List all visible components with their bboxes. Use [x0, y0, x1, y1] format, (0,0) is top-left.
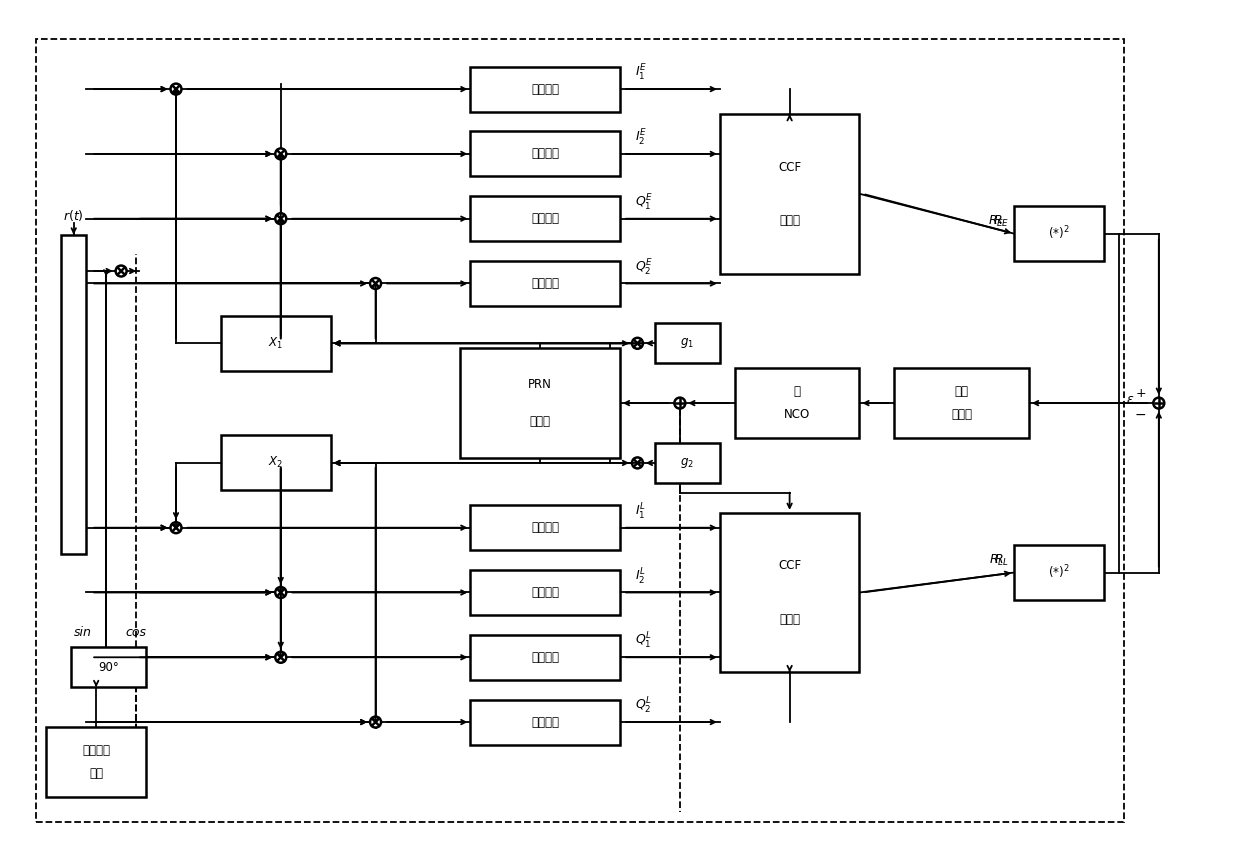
Circle shape [275, 148, 286, 160]
Text: 积分累加: 积分累加 [531, 715, 559, 728]
Circle shape [171, 83, 181, 95]
Text: 积分累加: 积分累加 [531, 82, 559, 95]
Circle shape [370, 278, 381, 289]
Text: cos: cos [125, 627, 146, 640]
Bar [470, 570, 620, 615]
Text: −: − [1135, 408, 1147, 422]
Bar [719, 114, 859, 273]
Bar [221, 316, 331, 371]
Bar [460, 348, 620, 458]
Circle shape [1153, 398, 1164, 409]
Circle shape [171, 523, 181, 533]
Text: $X_1$: $X_1$ [268, 336, 283, 351]
Text: 生成器: 生成器 [779, 613, 800, 626]
Text: $(*)^2$: $(*)^2$ [1048, 225, 1070, 242]
Text: $R_L$: $R_L$ [990, 552, 1004, 568]
Text: $r(t)$: $r(t)$ [63, 207, 84, 223]
Text: $Q_1^L$: $Q_1^L$ [635, 631, 652, 651]
Circle shape [275, 214, 286, 224]
Circle shape [632, 338, 644, 349]
Bar [1014, 545, 1104, 600]
Text: $R_E$: $R_E$ [988, 214, 1004, 228]
Text: 积分累加: 积分累加 [531, 148, 559, 161]
Text: $g_1$: $g_1$ [681, 336, 694, 351]
Bar [894, 368, 1029, 438]
Bar [655, 443, 719, 483]
Text: $I_2^E$: $I_2^E$ [635, 128, 647, 148]
Text: $X_2$: $X_2$ [268, 456, 283, 470]
Text: $Q_2^L$: $Q_2^L$ [635, 696, 652, 716]
Text: 本地载波: 本地载波 [82, 744, 110, 757]
Bar [470, 131, 620, 176]
Circle shape [675, 398, 686, 409]
Circle shape [275, 587, 286, 598]
Circle shape [115, 266, 126, 277]
Bar [221, 436, 331, 490]
Text: $(*)^2$: $(*)^2$ [1048, 563, 1070, 582]
Circle shape [275, 652, 286, 663]
Text: 生成: 生成 [89, 767, 103, 780]
Text: CCF: CCF [777, 161, 801, 174]
Text: $R_E$: $R_E$ [993, 214, 1009, 228]
Bar [470, 261, 620, 306]
Text: 积分累加: 积分累加 [531, 277, 559, 290]
Circle shape [370, 717, 381, 727]
Text: CCF: CCF [777, 559, 801, 572]
Text: PRN: PRN [528, 378, 552, 391]
Bar [46, 727, 146, 797]
Bar [36, 39, 1123, 822]
Bar [470, 505, 620, 550]
Text: 码: 码 [794, 385, 801, 398]
Text: 生成器: 生成器 [529, 415, 551, 428]
Circle shape [632, 457, 644, 469]
Text: 环路: 环路 [955, 385, 968, 398]
Text: $I_1^L$: $I_1^L$ [635, 502, 646, 522]
Text: $I_1^E$: $I_1^E$ [635, 63, 647, 83]
Text: 积分累加: 积分累加 [531, 212, 559, 225]
Bar [1014, 207, 1104, 261]
Text: sin: sin [74, 627, 92, 640]
Bar [470, 700, 620, 745]
Bar [470, 635, 620, 680]
Bar [655, 324, 719, 363]
Text: $Q_1^E$: $Q_1^E$ [635, 193, 653, 213]
Text: +: + [1136, 386, 1146, 399]
Bar [470, 196, 620, 241]
Text: $\varepsilon$: $\varepsilon$ [1126, 392, 1133, 405]
Text: 滤波器: 滤波器 [951, 408, 972, 421]
Text: 积分累加: 积分累加 [531, 586, 559, 599]
Bar [61, 234, 87, 554]
Bar [470, 67, 620, 111]
Bar [71, 648, 146, 687]
Text: 积分累加: 积分累加 [531, 521, 559, 534]
Text: $Q_2^E$: $Q_2^E$ [635, 258, 653, 278]
Text: NCO: NCO [784, 408, 810, 421]
Bar [719, 513, 859, 672]
Text: $R_L$: $R_L$ [994, 552, 1009, 568]
Text: $g_2$: $g_2$ [681, 456, 694, 470]
Bar [735, 368, 859, 438]
Text: $I_2^L$: $I_2^L$ [635, 567, 646, 587]
Text: 90°: 90° [98, 661, 119, 674]
Text: 积分累加: 积分累加 [531, 651, 559, 664]
Text: 生成器: 生成器 [779, 214, 800, 227]
